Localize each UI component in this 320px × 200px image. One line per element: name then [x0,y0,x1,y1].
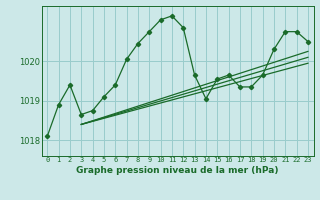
X-axis label: Graphe pression niveau de la mer (hPa): Graphe pression niveau de la mer (hPa) [76,166,279,175]
